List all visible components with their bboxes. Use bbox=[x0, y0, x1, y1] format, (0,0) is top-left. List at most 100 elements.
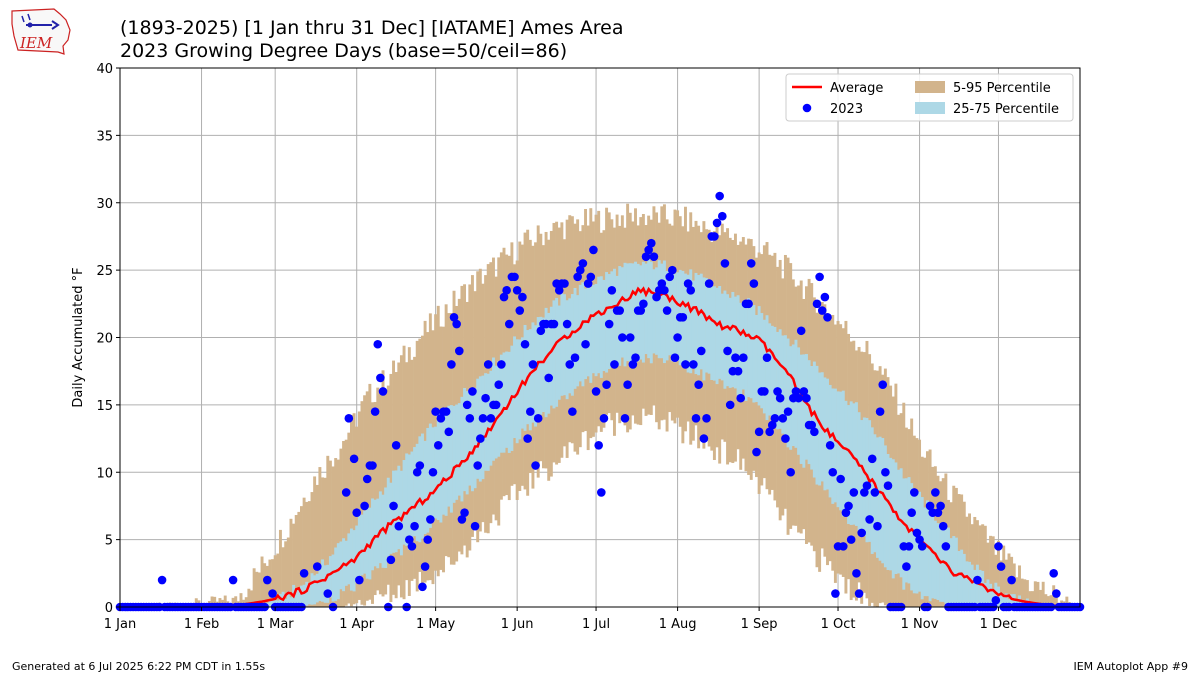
band-25-75-bar bbox=[776, 331, 779, 430]
band-25-75-bar bbox=[786, 338, 790, 448]
band-25-75-bar bbox=[962, 553, 966, 607]
band-25-75-bar bbox=[494, 365, 498, 459]
observed-point bbox=[444, 427, 454, 437]
band-25-75-bar bbox=[655, 267, 659, 355]
observed-point bbox=[355, 575, 364, 585]
observed-point bbox=[1052, 589, 1061, 598]
band-25-75-bar bbox=[728, 297, 732, 388]
band-5-95-bar bbox=[978, 525, 982, 607]
band-25-75-bar bbox=[691, 280, 695, 369]
band-25-75-bar bbox=[442, 411, 445, 515]
axes: 0 5 10 15 20 25 30 35 40 1 Jan 1 Feb 1 Mar 1 Apr 1 Ma… bbox=[71, 62, 1017, 632]
observed-point bbox=[915, 535, 924, 544]
band-5-95-bar bbox=[278, 529, 282, 607]
band-5-95-bar bbox=[310, 492, 314, 607]
band-25-75-bar bbox=[549, 306, 553, 406]
band-25-75-bar bbox=[418, 436, 422, 543]
observed-point bbox=[778, 414, 788, 423]
band-25-75-bar bbox=[505, 351, 509, 448]
band-5-95-bar bbox=[986, 542, 990, 607]
band-25-75-bar bbox=[410, 451, 414, 540]
band-5-95-bar bbox=[973, 516, 977, 607]
band-25-75-bar bbox=[297, 589, 301, 607]
band-25-75-bar bbox=[368, 507, 372, 580]
observed-point bbox=[549, 319, 559, 329]
app-note: IEM Autoplot App #9 bbox=[1073, 660, 1188, 673]
band-5-95-bar bbox=[347, 432, 351, 604]
band-5-95-bar bbox=[1031, 591, 1035, 607]
legend[interactable]: Average 2023 5-95 Percentile 25-75 Percenti… bbox=[785, 73, 1074, 122]
band-5-95-bar bbox=[255, 571, 259, 607]
observed-point bbox=[668, 265, 677, 275]
ytick-label: 40 bbox=[96, 62, 113, 77]
observed-point bbox=[599, 414, 609, 423]
band-5-95-bar bbox=[991, 536, 995, 607]
observed-point bbox=[852, 569, 861, 578]
observed-point bbox=[810, 427, 819, 437]
band-25-75-bar bbox=[568, 298, 572, 394]
band-25-75-bar bbox=[457, 403, 461, 496]
observed-point bbox=[581, 339, 590, 349]
observed-point bbox=[875, 407, 885, 416]
band-5-95-bar bbox=[1012, 563, 1016, 607]
band-25-75-bar bbox=[839, 391, 843, 511]
observed-point bbox=[523, 434, 532, 443]
band-25-75-bar bbox=[878, 436, 882, 561]
observed-point bbox=[602, 380, 611, 389]
band-25-75-bar bbox=[823, 377, 827, 491]
band-25-75-bar bbox=[497, 361, 501, 457]
band-25-75-bar bbox=[739, 302, 743, 395]
band-5-95-bar bbox=[1033, 581, 1037, 607]
observed-point bbox=[515, 306, 525, 315]
band-25-75-bar bbox=[455, 404, 459, 500]
band-5-95-bar bbox=[981, 524, 985, 607]
observed-point bbox=[391, 441, 401, 450]
xtick-label: 1 Oct bbox=[821, 617, 856, 632]
observed-point bbox=[907, 508, 916, 517]
observed-point bbox=[862, 481, 872, 491]
band-25-75-bar bbox=[300, 585, 303, 607]
band-25-75-bar bbox=[610, 271, 614, 368]
band-25-75-bar bbox=[999, 594, 1003, 607]
band-5-95-bar bbox=[234, 596, 238, 607]
observed-point bbox=[938, 521, 948, 531]
band-5-95-bar bbox=[957, 494, 961, 607]
band-25-75-bar bbox=[439, 415, 443, 523]
band-25-75-bar bbox=[910, 483, 914, 591]
band-25-75-bar bbox=[357, 514, 361, 582]
band-25-75-bar bbox=[378, 491, 382, 564]
band-25-75-bar bbox=[881, 438, 885, 564]
band-25-75-bar bbox=[481, 375, 485, 480]
band-25-75-bar bbox=[844, 400, 848, 516]
band-25-75-bar bbox=[565, 300, 569, 400]
band-25-75-bar bbox=[707, 282, 711, 374]
observed-point bbox=[528, 360, 538, 369]
band-25-75-bar bbox=[407, 454, 411, 550]
band-25-75-bar bbox=[886, 453, 890, 570]
band-25-75-bar bbox=[478, 376, 482, 482]
observed-point bbox=[312, 562, 322, 571]
observed-point bbox=[696, 346, 706, 356]
band-25-75-bar bbox=[799, 354, 803, 464]
observed-point bbox=[1007, 575, 1016, 585]
band-25-75-bar bbox=[773, 326, 777, 423]
observed-point bbox=[157, 575, 167, 585]
observed-point bbox=[625, 333, 635, 342]
observed-point bbox=[594, 441, 603, 450]
chart-subtitle: 2023 Growing Degree Days (base=50/ceil=8… bbox=[120, 40, 568, 62]
band-25-75-bar bbox=[710, 286, 714, 381]
observed-point bbox=[465, 414, 475, 423]
xtick-label: 1 Nov bbox=[901, 617, 939, 632]
observed-point bbox=[575, 265, 585, 275]
observed-point bbox=[418, 582, 427, 592]
xtick-label: 1 Jul bbox=[582, 617, 610, 632]
band-25-75-bar bbox=[423, 440, 427, 535]
band-25-75-bar bbox=[862, 417, 866, 536]
band-5-95-bar bbox=[263, 563, 267, 607]
band-25-75-bar bbox=[833, 388, 837, 503]
band-25-75-bar bbox=[644, 263, 648, 355]
ytick-label: 25 bbox=[96, 264, 113, 279]
observed-point bbox=[562, 319, 572, 329]
observed-point bbox=[699, 434, 709, 443]
observed-point bbox=[583, 279, 593, 288]
